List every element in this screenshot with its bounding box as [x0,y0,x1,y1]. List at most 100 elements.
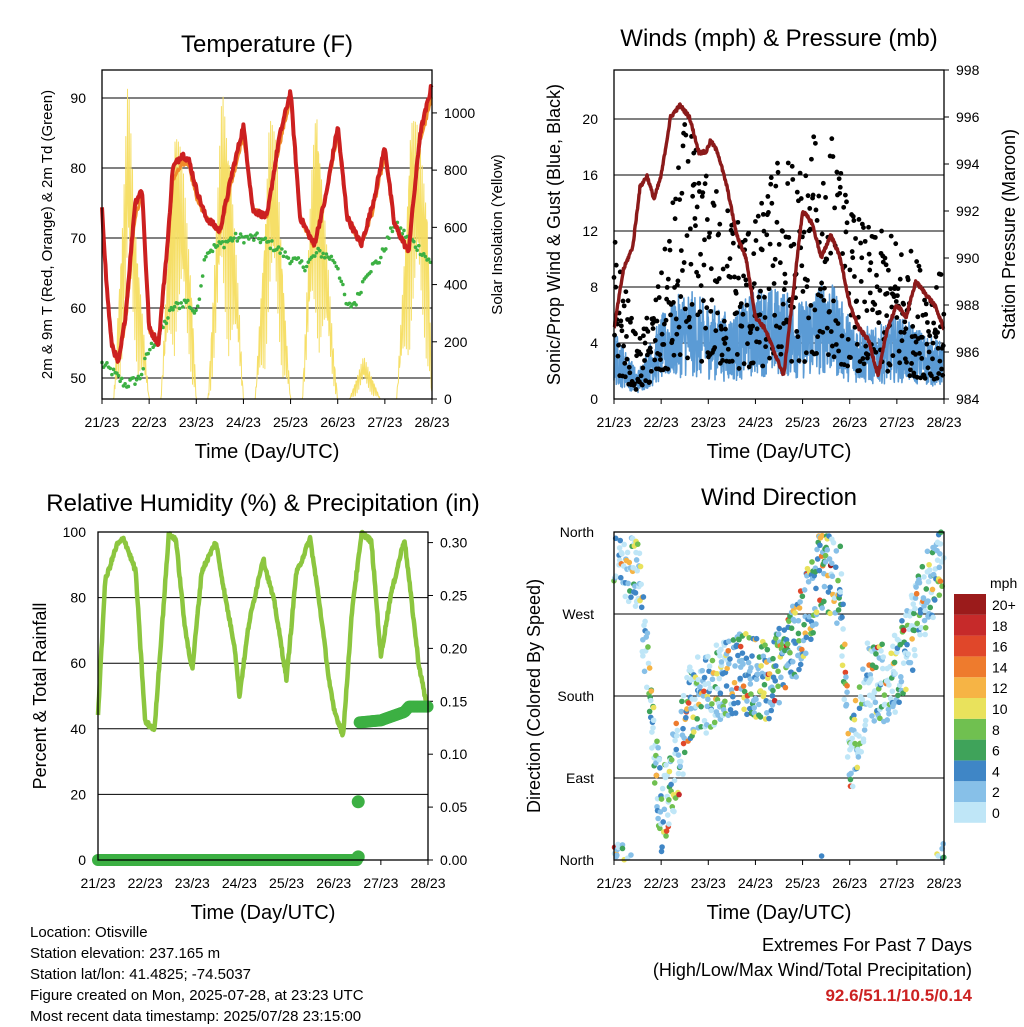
wind-direction-point [937,541,944,547]
x-tick-label: 25/23 [785,875,820,891]
y2-tick-label: 600 [444,219,468,235]
wind-gust-point [812,307,818,313]
created-text: Figure created on Mon, 2025-07-28, at 23… [30,987,364,1004]
colorbar-swatch [954,594,986,615]
dewpoint-point [270,239,274,243]
wind-gust-point [854,341,860,347]
wind-direction-point [913,584,919,590]
wind-direction-point [645,644,651,650]
wind-gust-point [679,190,685,196]
wind-gust-point [830,154,836,159]
wind-direction-point [867,671,874,678]
wind-direction-point [727,656,733,662]
y-tick-label: 80 [70,590,86,606]
wind-gust-point [730,231,736,237]
wind-direction-point [844,682,850,689]
wind-gust-point [773,183,779,189]
wind-gust-point [885,267,891,273]
extremes-subtitle: (High/Low/Max Wind/Total Precipitation) [652,960,972,980]
dewpoint-point [247,237,251,241]
wind-direction-point [913,590,920,597]
y-tick-label: 90 [70,90,86,106]
wind-direction-point [896,699,902,706]
dewpoint-point [339,279,344,284]
wind-direction-point [822,552,829,559]
dewpoint-point [192,311,197,315]
wind-gust-point [827,308,832,314]
wind-gust-point [670,200,676,206]
wind-gust-point [809,156,814,162]
dewpoint-point [230,239,235,243]
wind-gust-point [842,192,848,198]
wind-gust-point [638,351,643,357]
y2-tick-label: 200 [444,334,468,350]
wind-direction-point [705,653,711,660]
wind-direction-point [628,852,634,858]
wind-direction-point [886,710,892,717]
y-tick-label: 60 [70,655,86,671]
wind-gust-point [659,270,664,276]
wind-gust-point [898,252,904,258]
dewpoint-point [276,245,281,249]
wind-direction-point [796,637,802,644]
plot-frame [101,69,433,400]
wind-gust-point [641,333,646,339]
wind-direction-point [740,661,746,667]
y-tick-label: 0 [78,852,86,868]
wind-gust-point [763,344,769,350]
wind-direction-point [840,601,846,608]
wind-gust-point [633,387,639,392]
wind-gust-point [699,194,705,199]
wind-gust-point [695,273,701,279]
wind-direction-point [873,664,879,671]
wind-direction-point [655,815,661,822]
x-tick-label: 22/23 [132,414,167,430]
wind-direction-point [694,654,701,660]
wind-gust-point [785,181,791,186]
wind-gust-point [893,241,899,247]
wind-direction-point [726,660,732,667]
dewpoint-point [232,236,236,240]
wind-gust-point [634,353,640,359]
wind-gust-point [721,318,727,324]
wind-direction-point [814,546,820,553]
dewpoint-point [204,254,208,259]
wind-direction-point [764,646,771,653]
wind-gust-point [626,364,632,370]
dewpoint-point [255,231,259,235]
relative-humidity-line [95,529,431,738]
wind-gust-point [893,299,899,304]
wind-direction-point [827,610,833,617]
wind-direction-point [819,532,825,539]
dewpoint-point [143,356,147,361]
wind-gust-point [904,359,909,365]
wind-direction-point [650,724,656,731]
wind-direction-point [769,702,776,708]
wind-gust-point [681,260,687,265]
pressure-line [612,102,946,378]
wind-gust-point [803,350,809,356]
wind-direction-point [640,594,647,600]
wind-direction-point [642,618,648,625]
wind-direction-point [851,716,858,723]
wind-gust-point [884,290,890,296]
wind-direction-point [731,679,738,686]
dewpoint-point [148,347,152,352]
wind-gust-point [930,356,935,362]
dewpoint-point [252,238,256,242]
colorbar-swatch [954,698,986,719]
dewpoint-point [258,240,263,245]
wind-direction-point [926,567,933,573]
wind-gust-point [623,289,629,295]
wind-direction-point [681,749,688,756]
wind-direction-point [917,607,924,613]
wind-direction-point [825,589,832,595]
wind-gust-point [674,331,680,337]
wind-direction-point [925,578,932,585]
dewpoint-point [384,247,388,251]
dewpoint-point [289,259,294,264]
wind-gust-point [850,255,856,261]
wind-gust-point [849,249,855,254]
wind-gust-point [753,219,758,224]
x-tick-label: 21/23 [596,414,631,430]
